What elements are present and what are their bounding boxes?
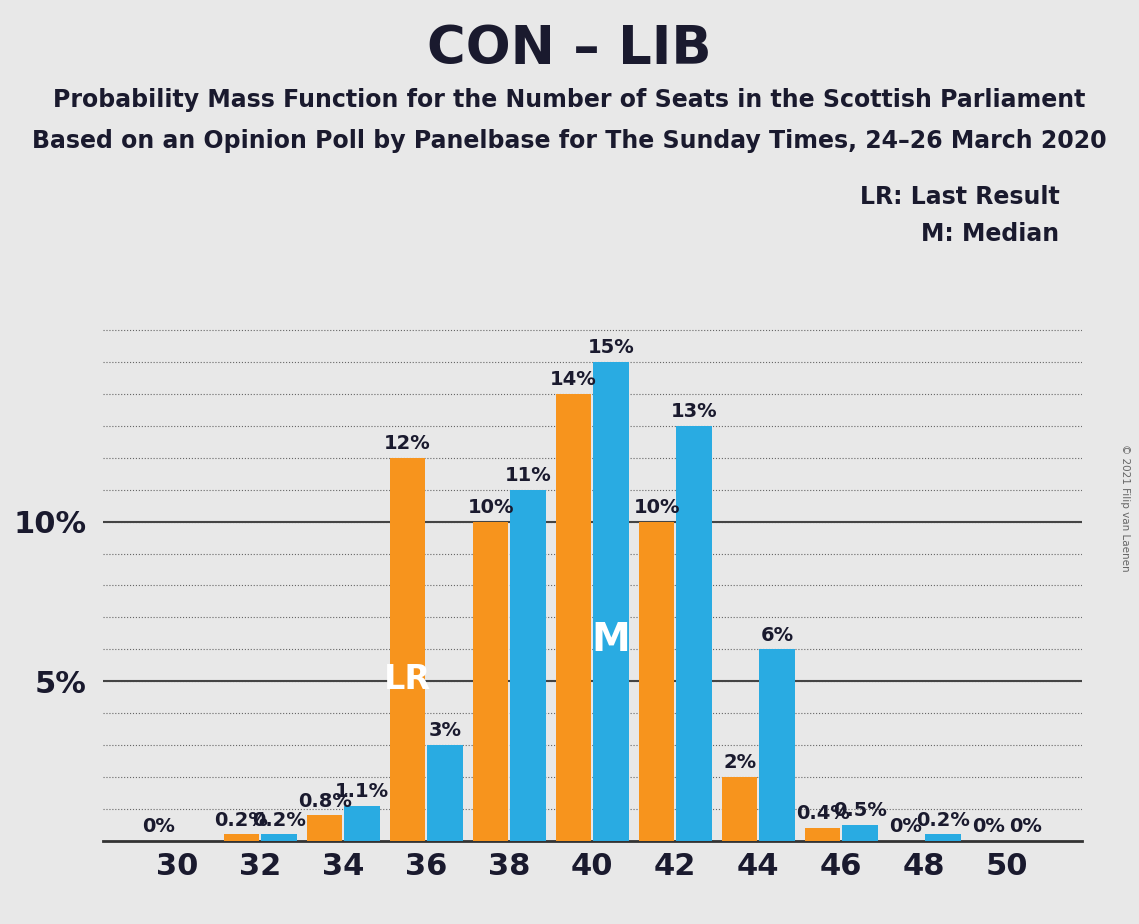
Bar xyxy=(805,828,841,841)
Bar xyxy=(344,806,379,841)
Bar xyxy=(261,834,296,841)
Bar xyxy=(556,394,591,841)
Text: 0%: 0% xyxy=(142,817,175,836)
Text: 6%: 6% xyxy=(761,626,794,645)
Text: Probability Mass Function for the Number of Seats in the Scottish Parliament: Probability Mass Function for the Number… xyxy=(54,88,1085,112)
Text: 0%: 0% xyxy=(890,817,923,836)
Bar xyxy=(390,457,425,841)
Bar xyxy=(925,834,960,841)
Text: M: Median: M: Median xyxy=(921,222,1059,246)
Text: 0.2%: 0.2% xyxy=(214,810,269,830)
Text: LR: Last Result: LR: Last Result xyxy=(860,185,1059,209)
Text: © 2021 Filip van Laenen: © 2021 Filip van Laenen xyxy=(1121,444,1130,572)
Bar xyxy=(427,745,462,841)
Text: 0.2%: 0.2% xyxy=(916,810,970,830)
Bar xyxy=(639,522,674,841)
Text: 11%: 11% xyxy=(505,466,551,485)
Text: 10%: 10% xyxy=(467,498,514,517)
Bar xyxy=(760,650,795,841)
Text: 12%: 12% xyxy=(384,434,431,453)
Text: 2%: 2% xyxy=(723,753,756,772)
Text: 0.5%: 0.5% xyxy=(833,801,887,821)
Text: 14%: 14% xyxy=(550,371,597,389)
Bar xyxy=(593,362,629,841)
Bar xyxy=(510,490,546,841)
Bar xyxy=(677,426,712,841)
Bar xyxy=(843,825,878,841)
Text: 0.8%: 0.8% xyxy=(297,792,352,810)
Text: 0.4%: 0.4% xyxy=(796,804,850,823)
Text: 13%: 13% xyxy=(671,402,718,421)
Text: CON – LIB: CON – LIB xyxy=(427,23,712,75)
Text: Based on an Opinion Poll by Panelbase for The Sunday Times, 24–26 March 2020: Based on an Opinion Poll by Panelbase fo… xyxy=(32,129,1107,153)
Text: 0%: 0% xyxy=(1009,817,1042,836)
Text: M: M xyxy=(591,621,630,659)
Bar xyxy=(473,522,508,841)
Text: 0.2%: 0.2% xyxy=(252,810,306,830)
Text: 3%: 3% xyxy=(428,722,461,740)
Text: LR: LR xyxy=(384,663,432,697)
Text: 1.1%: 1.1% xyxy=(335,782,390,801)
Bar xyxy=(224,834,260,841)
Text: 0%: 0% xyxy=(973,817,1005,836)
Text: 15%: 15% xyxy=(588,338,634,358)
Bar xyxy=(306,815,342,841)
Text: 10%: 10% xyxy=(633,498,680,517)
Bar xyxy=(722,777,757,841)
